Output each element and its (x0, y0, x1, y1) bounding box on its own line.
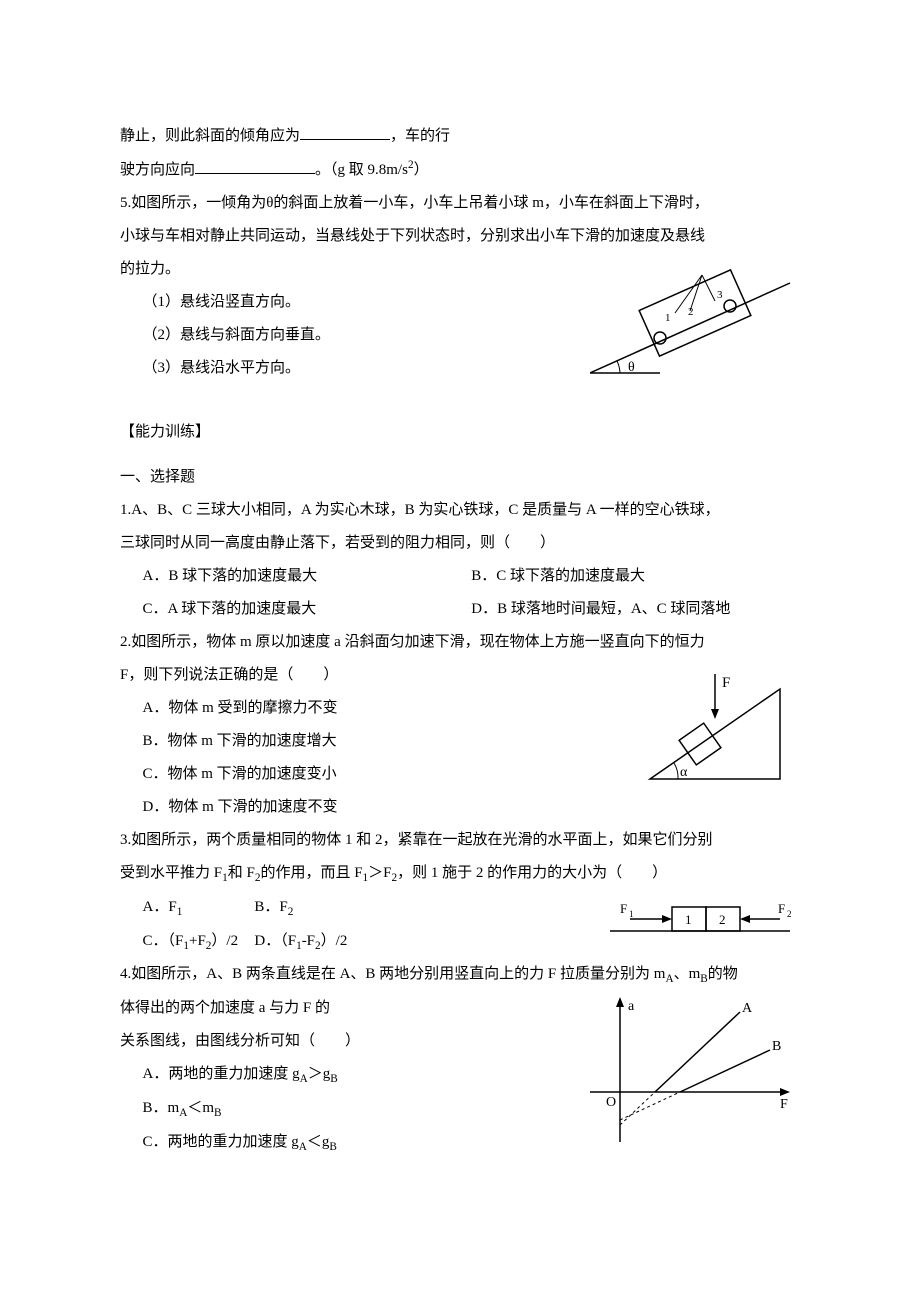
svg-text:F: F (722, 675, 730, 691)
q4-stem-1: 4.如图所示，A、B 两条直线是在 A、B 两地分别用竖直向上的力 F 拉质量分… (120, 958, 800, 992)
q1-stem-1: 1.A、B、C 三球大小相同，A 为实心木球，B 为实心铁球，C 是质量与 A … (120, 494, 800, 527)
top-line-2c: ） (414, 162, 429, 178)
theta-label: θ (628, 360, 635, 375)
top-line-2b: 。（g 取 9.8m/s (315, 162, 408, 178)
svg-text:1: 1 (665, 312, 671, 324)
svg-text:3: 3 (717, 289, 723, 301)
q5-stem-2: 小球与车相对静止共同运动，当悬线处于下列状态时，分别求出小车下滑的加速度及悬线 (120, 220, 800, 253)
q5-figure: θ 1 2 3 (590, 253, 800, 396)
q3-stem-2: 受到水平推力 F1和 F2的作用，而且 F1＞F2，则 1 施于 2 的作用力的… (120, 857, 800, 891)
ability-heading: 【能力训练】 (120, 416, 800, 449)
q3-opt-b: B．F2 (254, 891, 366, 925)
svg-text:α: α (680, 765, 688, 780)
top-line-2a: 驶方向应向 (120, 162, 195, 178)
q3-stem-1: 3.如图所示，两个质量相同的物体 1 和 2，紧靠在一起放在光滑的水平面上，如果… (120, 824, 800, 857)
top-line-2: 驶方向应向。（g 取 9.8m/s2） (120, 153, 800, 187)
svg-text:1: 1 (629, 909, 634, 919)
svg-text:a: a (628, 999, 635, 1014)
q3-opt-a: A．F1 (143, 891, 255, 925)
svg-text:F: F (620, 901, 627, 916)
q2-stem-1: 2.如图所示，物体 m 原以加速度 a 沿斜面匀加速下滑，现在物体上方施一竖直向… (120, 626, 800, 659)
q1-opt-c: C．A 球下落的加速度最大 (143, 593, 472, 626)
svg-text:2: 2 (787, 909, 792, 919)
svg-text:O: O (606, 1095, 616, 1110)
svg-text:2: 2 (719, 912, 726, 927)
q3-figure: 1 2 F1 F2 (600, 895, 800, 956)
q3-opt-d: D．（F1-F2）/2 (254, 925, 366, 959)
top-line-1b: ，车的行 (390, 128, 450, 144)
q1-options: A．B 球下落的加速度最大 B．C 球下落的加速度最大 C．A 球下落的加速度最… (120, 560, 800, 626)
q1-opt-b: B．C 球下落的加速度最大 (471, 560, 800, 593)
q2-figure: F α (630, 659, 800, 812)
blank-angle (300, 124, 390, 140)
q1-opt-d: D．B 球落地时间最短，A、C 球同落地 (471, 593, 800, 626)
svg-text:1: 1 (685, 912, 692, 927)
q3-opt-c: C．（F1+F2）/2 (143, 925, 255, 959)
q4-figure: a F O A B (580, 992, 800, 1170)
svg-text:A: A (742, 1001, 753, 1016)
blank-direction (195, 158, 315, 174)
svg-text:2: 2 (688, 306, 694, 318)
svg-text:F: F (780, 1097, 788, 1112)
top-line-1a: 静止，则此斜面的倾角应为 (120, 128, 300, 144)
q5-stem-1: 5.如图所示，一倾角为θ的斜面上放着一小车，小车上吊着小球 m，小车在斜面上下滑… (120, 187, 800, 220)
top-line-1: 静止，则此斜面的倾角应为 ，车的行 (120, 120, 800, 153)
q3-options: A．F1 B．F2 C．（F1+F2）/2 D．（F1-F2）/2 (120, 891, 590, 959)
svg-text:B: B (772, 1039, 781, 1054)
q1-stem-2: 三球同时从同一高度由静止落下，若受到的阻力相同，则（ ） (120, 527, 800, 560)
q1-opt-a: A．B 球下落的加速度最大 (143, 560, 472, 593)
mc-heading: 一、选择题 (120, 461, 800, 494)
svg-text:F: F (778, 901, 785, 916)
